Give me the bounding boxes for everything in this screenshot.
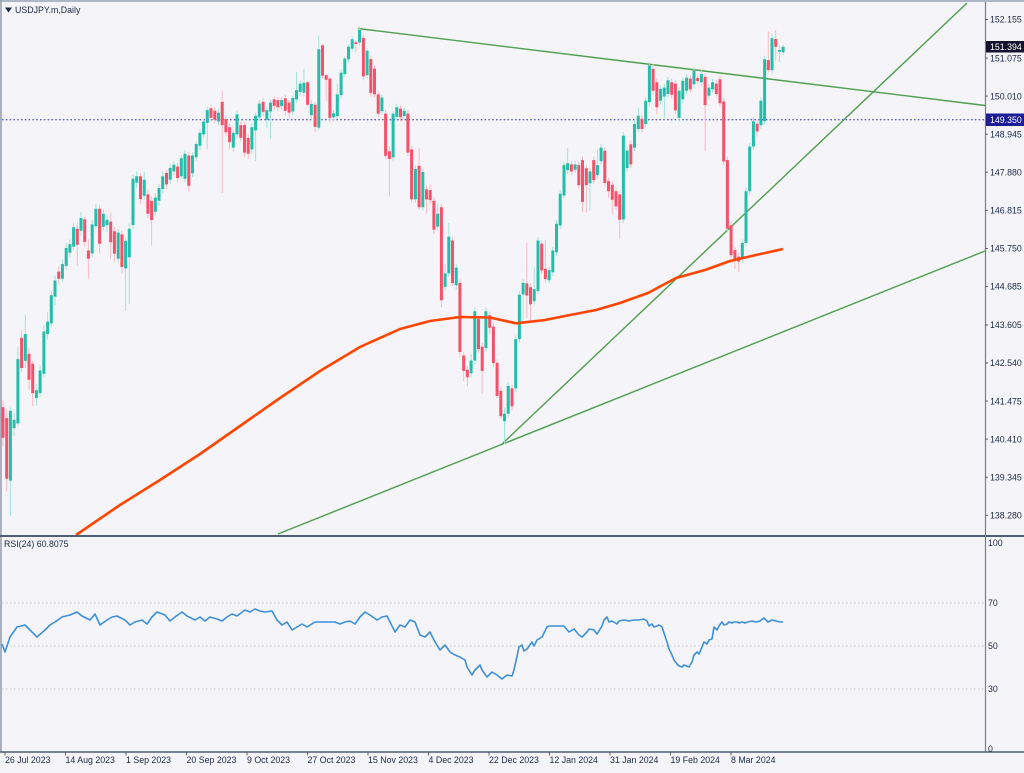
svg-text:RSI(24) 60.8075: RSI(24) 60.8075	[4, 539, 69, 549]
svg-text:70: 70	[988, 598, 998, 608]
svg-text:152.155: 152.155	[990, 15, 1022, 25]
svg-text:138.280: 138.280	[990, 511, 1022, 521]
svg-text:151.394: 151.394	[990, 42, 1022, 52]
svg-text:14 Aug 2023: 14 Aug 2023	[66, 755, 116, 765]
svg-text:145.750: 145.750	[990, 244, 1022, 254]
svg-text:27 Oct 2023: 27 Oct 2023	[308, 755, 356, 765]
svg-text:50: 50	[988, 641, 998, 651]
svg-text:147.880: 147.880	[990, 167, 1022, 177]
svg-text:26 Jul 2023: 26 Jul 2023	[5, 755, 51, 765]
svg-text:22 Dec 2023: 22 Dec 2023	[489, 755, 539, 765]
svg-text:30: 30	[988, 684, 998, 694]
svg-text:100: 100	[988, 538, 1003, 548]
svg-text:31 Jan 2024: 31 Jan 2024	[610, 755, 659, 765]
svg-text:141.475: 141.475	[990, 396, 1022, 406]
svg-text:139.345: 139.345	[990, 472, 1022, 482]
svg-text:12 Jan 2024: 12 Jan 2024	[550, 755, 599, 765]
svg-text:19 Feb 2024: 19 Feb 2024	[671, 755, 721, 765]
svg-text:150.010: 150.010	[990, 91, 1022, 101]
svg-text:8 Mar 2024: 8 Mar 2024	[731, 755, 776, 765]
svg-text:20 Sep 2023: 20 Sep 2023	[187, 755, 237, 765]
svg-text:15 Nov 2023: 15 Nov 2023	[368, 755, 418, 765]
svg-text:146.815: 146.815	[990, 206, 1022, 216]
svg-text:142.540: 142.540	[990, 358, 1022, 368]
svg-text:140.410: 140.410	[990, 434, 1022, 444]
svg-text:144.685: 144.685	[990, 282, 1022, 292]
svg-text:149.350: 149.350	[990, 115, 1022, 125]
svg-text:151.075: 151.075	[990, 53, 1022, 63]
svg-text:1 Sep 2023: 1 Sep 2023	[126, 755, 171, 765]
svg-text:9 Oct 2023: 9 Oct 2023	[247, 755, 290, 765]
svg-text:0: 0	[988, 744, 993, 754]
svg-text:148.945: 148.945	[990, 129, 1022, 139]
svg-text:143.605: 143.605	[990, 320, 1022, 330]
svg-text:4 Dec 2023: 4 Dec 2023	[429, 755, 474, 765]
svg-text:USDJPY.m,Daily: USDJPY.m,Daily	[15, 5, 81, 15]
